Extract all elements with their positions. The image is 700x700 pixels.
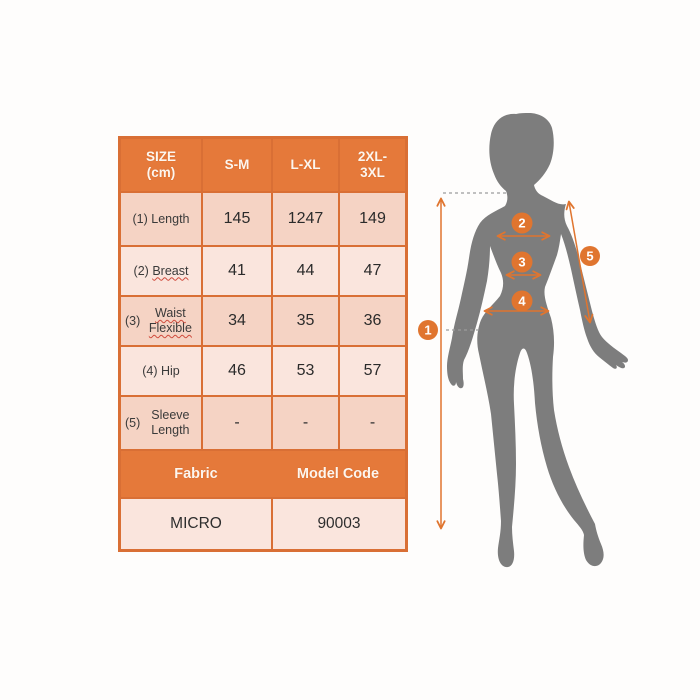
col-header-sm: S-M: [203, 139, 271, 191]
marker-4: 4: [511, 290, 533, 312]
row-label-hip: (4) Hip: [121, 347, 201, 395]
waist-2xl3xl-value: 36: [340, 297, 405, 345]
waist-sm-value: 34: [203, 297, 271, 345]
marker-4-number: 4: [518, 294, 526, 309]
marker-3: 3: [511, 251, 533, 273]
sleeve-lxl-value: -: [273, 397, 338, 449]
length-2xl3xl-value: 149: [340, 193, 405, 245]
row-num: (1): [132, 211, 148, 226]
model-code-value-cell: 90003: [273, 499, 405, 549]
row-num: (5): [125, 415, 141, 430]
row-label-sleeve: (5) Sleeve Length: [121, 397, 201, 449]
sleeve-sm-value: -: [203, 397, 271, 449]
row-name: Sleeve Length: [151, 408, 190, 437]
row-name: Breast: [152, 263, 189, 278]
row-label-breast: (2) Breast: [121, 247, 201, 295]
row-num: (2): [133, 263, 149, 278]
sleeve-measure-arrow: [565, 200, 594, 324]
marker-2-number: 2: [518, 216, 525, 231]
marker-2-circle: [511, 212, 533, 234]
marker-1-circle: [418, 320, 438, 340]
row-name: Hip: [161, 363, 180, 378]
2xl3xl-label: 2XL-3XL: [357, 148, 388, 180]
model-code-header-cell: Model Code: [296, 466, 380, 482]
fabric-header-cell: Fabric: [174, 466, 218, 482]
length-lxl-value: 1247: [273, 193, 338, 245]
marker-4-circle: [511, 290, 533, 312]
marker-2: 2: [511, 212, 533, 234]
hip-sm-value: 46: [203, 347, 271, 395]
breast-2xl3xl-value: 47: [340, 247, 405, 295]
fabric-value-cell: MICRO: [121, 499, 271, 549]
row-name: Waist Flexible: [148, 306, 192, 335]
marker-3-number: 3: [518, 255, 525, 270]
marker-1: 1: [418, 320, 438, 340]
row-name: Length: [151, 211, 190, 226]
sm-label: S-M: [224, 156, 250, 172]
marker-3-circle: [511, 251, 533, 273]
hip-lxl-value: 53: [273, 347, 338, 395]
marker-5: 5: [580, 246, 600, 266]
female-body-silhouette: [447, 113, 628, 568]
marker-5-circle: [580, 246, 600, 266]
col-header-size-unit: SIZE (cm): [121, 139, 201, 191]
measurement-figure-diagram: 1 2 3 4 5: [418, 113, 628, 568]
row-num: (4): [142, 363, 158, 378]
breast-sm-value: 41: [203, 247, 271, 295]
col-header-2xl3xl: 2XL-3XL: [340, 139, 405, 191]
sleeve-2xl3xl-value: -: [340, 397, 405, 449]
marker-5-number: 5: [586, 249, 593, 264]
row-num: (3): [125, 313, 141, 328]
size-chart-table: SIZE (cm) S-M L-XL 2XL-3XL (1) Length 14…: [118, 136, 408, 552]
hip-2xl3xl-value: 57: [340, 347, 405, 395]
length-sm-value: 145: [203, 193, 271, 245]
size-unit-label: SIZE (cm): [145, 148, 176, 180]
marker-1-number: 1: [424, 323, 431, 338]
row-label-waist: (3) Waist Flexible: [121, 297, 201, 345]
col-header-lxl: L-XL: [273, 139, 338, 191]
row-label-length: (1) Length: [121, 193, 201, 245]
breast-lxl-value: 44: [273, 247, 338, 295]
fabric-modelcode-header-row: Fabric Model Code: [121, 451, 405, 497]
lxl-label: L-XL: [290, 156, 321, 172]
waist-lxl-value: 35: [273, 297, 338, 345]
